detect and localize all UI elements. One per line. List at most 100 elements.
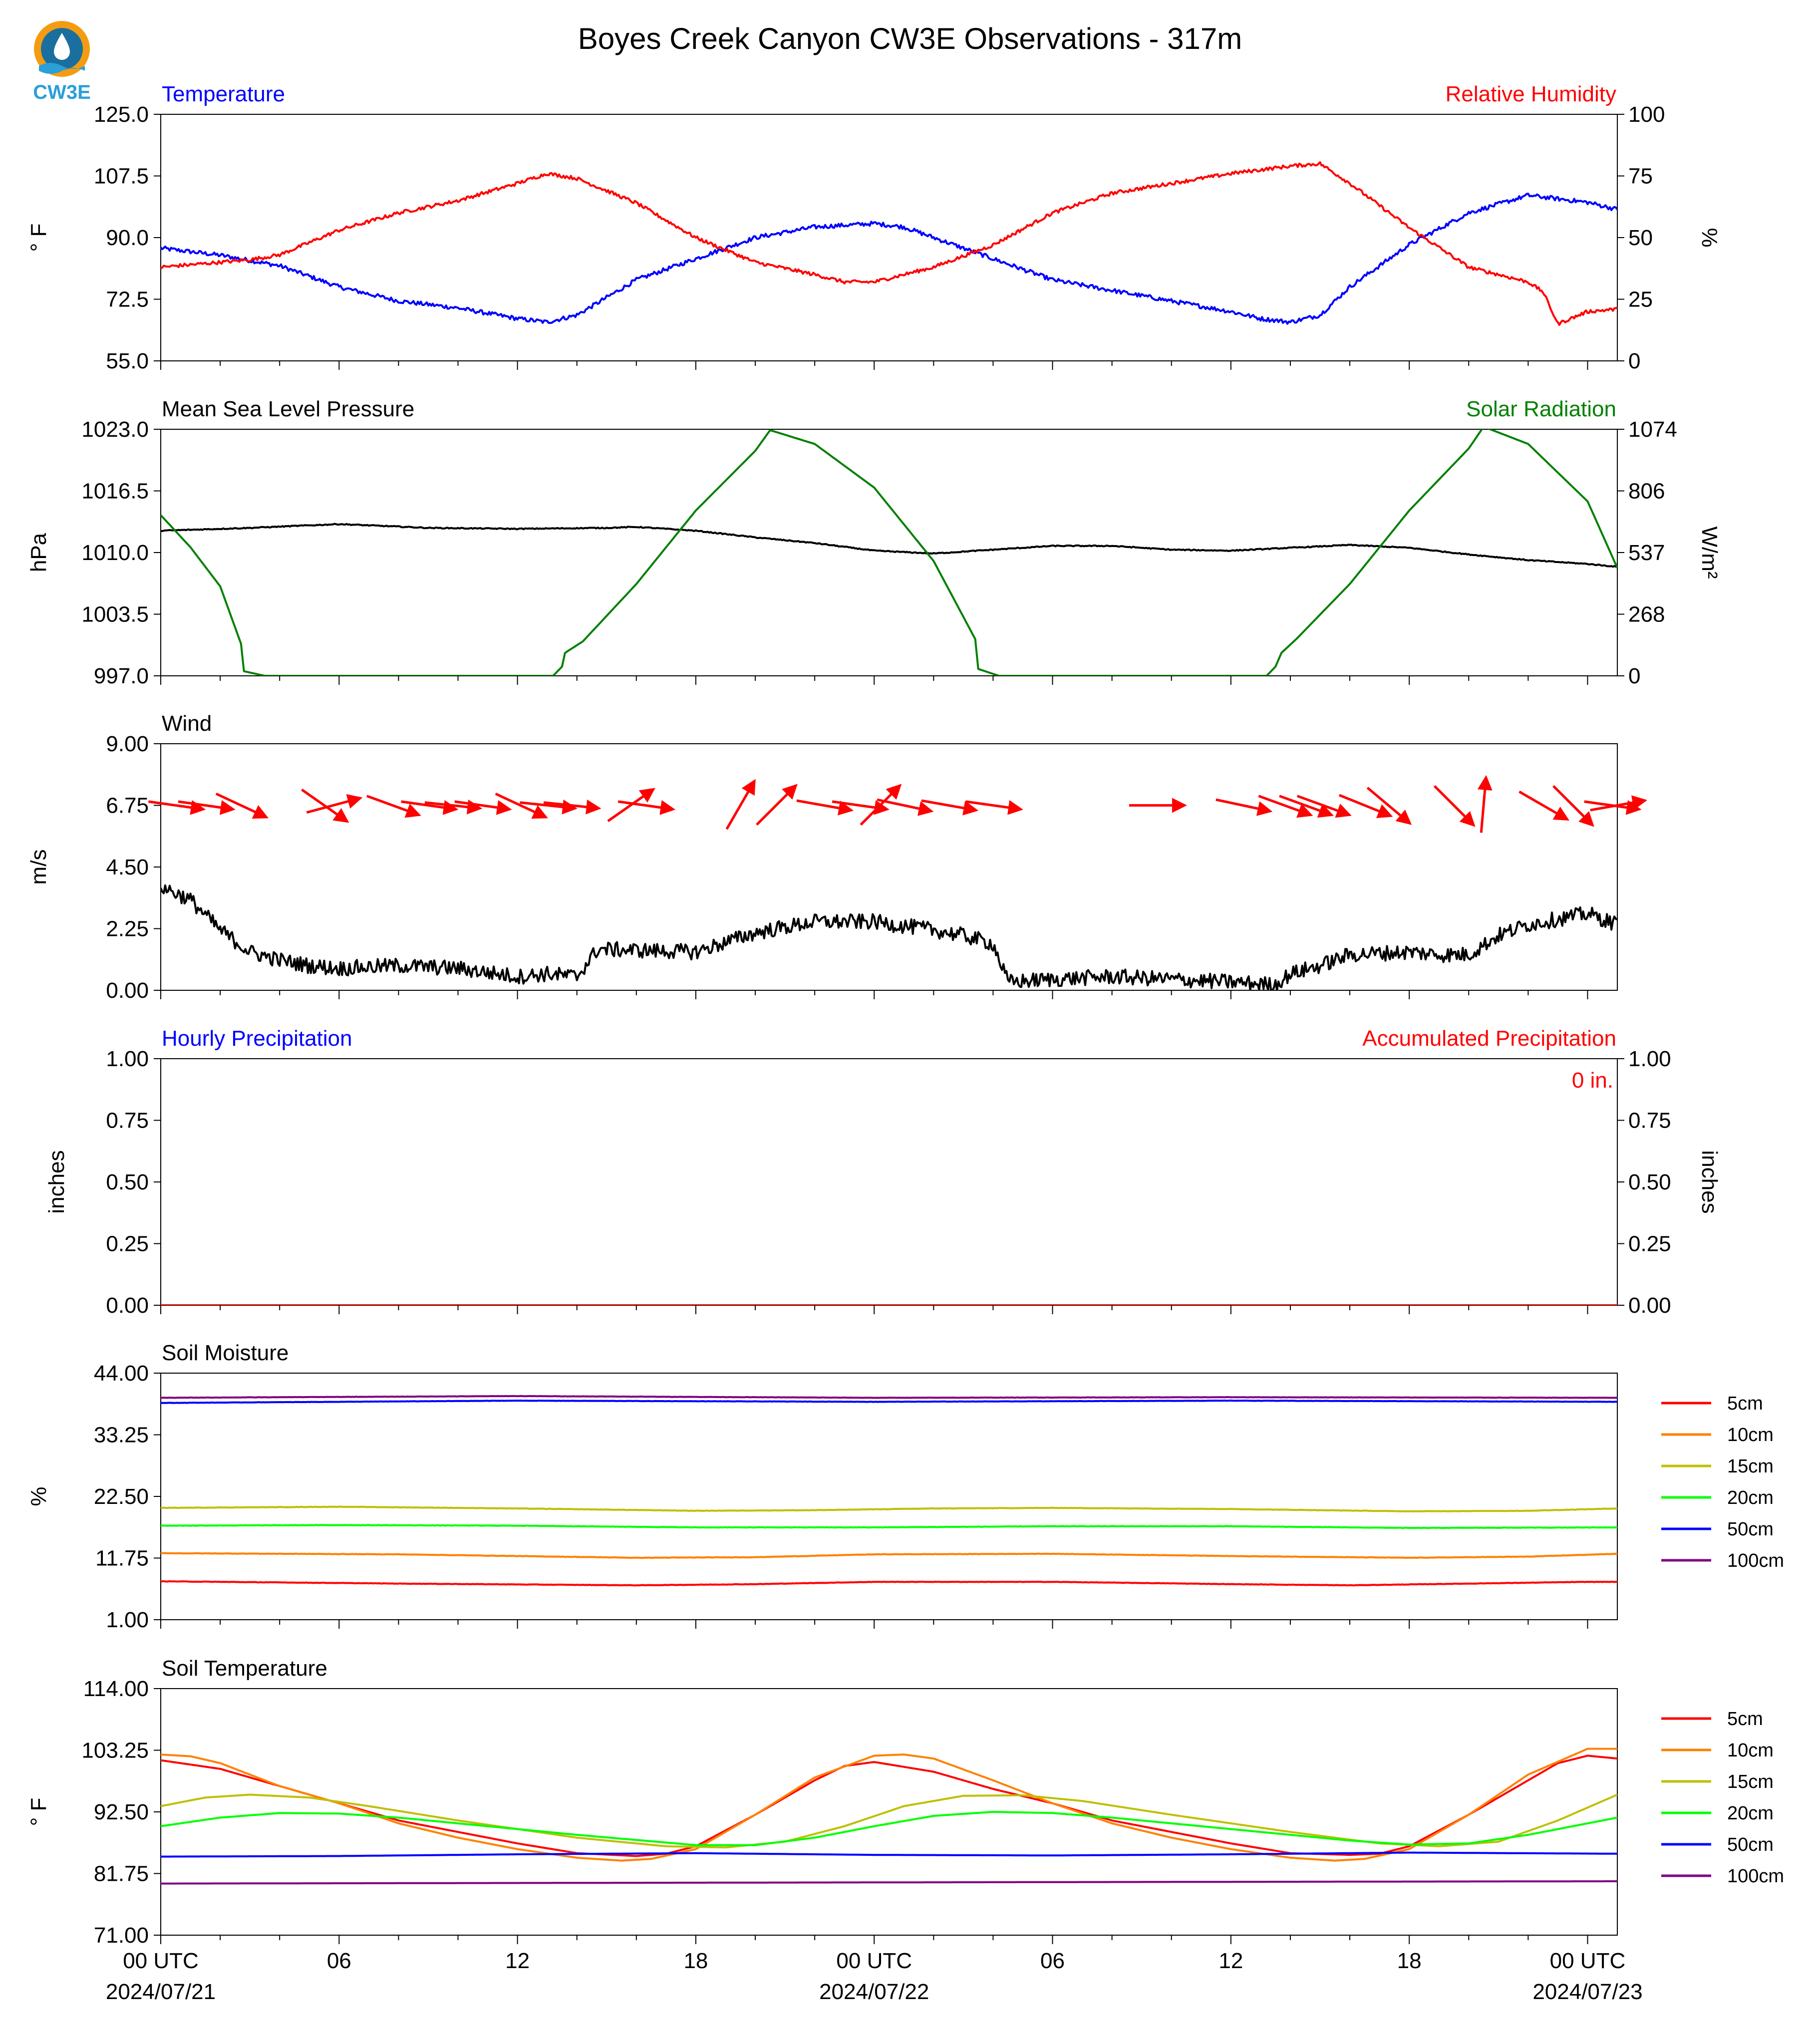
wind-arrow bbox=[796, 799, 854, 816]
legend-label: 50cm bbox=[1727, 1834, 1774, 1855]
y-tick-label: 0.25 bbox=[106, 1232, 149, 1256]
series-line-1 bbox=[161, 429, 1617, 676]
wind-arrow bbox=[1338, 794, 1393, 819]
x-tick-label: 12 bbox=[1218, 1949, 1243, 1973]
y-tick-label-right: 537 bbox=[1628, 541, 1665, 565]
y-tick-label: 1.00 bbox=[106, 1047, 149, 1071]
panel-left-title: Soil Moisture bbox=[162, 1341, 289, 1365]
legend-label: 20cm bbox=[1727, 1487, 1774, 1508]
y-tick-label-right: 0.50 bbox=[1628, 1170, 1671, 1194]
y-tick-label: 6.75 bbox=[106, 794, 149, 818]
wind-arrow bbox=[543, 799, 602, 815]
y-tick-label-right: 100 bbox=[1628, 102, 1665, 127]
wind-arrow bbox=[617, 800, 676, 815]
y-tick-label: 90.0 bbox=[106, 226, 149, 250]
y-tick-label: 1016.5 bbox=[81, 479, 149, 504]
panel-left-title: Soil Temperature bbox=[162, 1656, 327, 1681]
legend: 5cm 10cm 15cm 20cm 50cm 100cm bbox=[1661, 1709, 1784, 1887]
series-line-5cm bbox=[161, 1754, 1617, 1857]
y-tick-label: 71.00 bbox=[94, 1923, 149, 1948]
wind-arrow bbox=[495, 792, 548, 819]
legend-label: 100cm bbox=[1727, 1550, 1784, 1571]
wind-arrow bbox=[1433, 785, 1476, 827]
x-date-label: 2024/07/22 bbox=[819, 1980, 929, 2004]
y-tick-label-right: 1074 bbox=[1628, 417, 1677, 442]
y-tick-label-right: 50 bbox=[1628, 226, 1653, 250]
series-line-10cm bbox=[161, 1747, 1617, 1862]
wind-arrow bbox=[1518, 790, 1569, 821]
legend-label: 15cm bbox=[1727, 1456, 1774, 1477]
x-tick-label: 00 UTC bbox=[123, 1949, 199, 1973]
panel-wind: Wind 0.00 2.25 4.50 6.75 9.00 m/s bbox=[26, 711, 1648, 1003]
wind-arrow bbox=[366, 795, 421, 818]
wind-arrow bbox=[148, 800, 206, 815]
y-tick-label: 1.00 bbox=[106, 1608, 149, 1632]
y-axis-label: % bbox=[26, 1486, 51, 1506]
y-tick-label-right: 0 bbox=[1628, 349, 1640, 373]
legend: 5cm 10cm 15cm 20cm 50cm 100cm bbox=[1661, 1393, 1784, 1571]
series-line-50cm bbox=[161, 1399, 1617, 1404]
series-line-0 bbox=[161, 523, 1617, 568]
y-tick-label: 125.0 bbox=[94, 102, 149, 127]
wind-arrow bbox=[1366, 787, 1412, 825]
panel-pressure_solar: Mean Sea Level Pressure Solar Radiation 99… bbox=[26, 397, 1722, 688]
wind-arrow bbox=[965, 800, 1023, 815]
y-tick-label-right: 0 bbox=[1628, 664, 1640, 688]
precip-total-annotation: 0 in. bbox=[1572, 1068, 1613, 1093]
series-line-5cm bbox=[161, 1580, 1617, 1587]
y-tick-label: 0.75 bbox=[106, 1109, 149, 1133]
panel-left-title: Hourly Precipitation bbox=[162, 1026, 352, 1051]
panel-frame bbox=[160, 1058, 1618, 1306]
y-tick-label: 33.25 bbox=[94, 1423, 149, 1448]
legend-label: 5cm bbox=[1727, 1393, 1763, 1414]
x-tick-label: 06 bbox=[327, 1949, 351, 1973]
y-axis-label: ° F bbox=[26, 1798, 51, 1826]
y-tick-label-right: 75 bbox=[1628, 164, 1653, 189]
y-axis-label-right: W/m² bbox=[1697, 526, 1722, 579]
wind-arrow bbox=[215, 792, 269, 819]
x-date-label: 2024/07/21 bbox=[106, 1980, 216, 2004]
y-tick-label: 1010.0 bbox=[81, 541, 149, 565]
y-tick-label: 0.00 bbox=[106, 978, 149, 1003]
x-tick-label: 18 bbox=[1397, 1949, 1422, 1973]
panel-right-title: Relative Humidity bbox=[1446, 82, 1616, 106]
wind-arrow bbox=[832, 800, 890, 815]
panel-left-title: Wind bbox=[162, 711, 212, 736]
y-tick-label-right: 0.00 bbox=[1628, 1293, 1671, 1318]
wind-arrow bbox=[1258, 795, 1313, 818]
panel-precip: Hourly Precipitation Accumulated Precipit… bbox=[44, 1026, 1722, 1318]
series-line-0 bbox=[161, 884, 1617, 990]
wind-arrow bbox=[301, 788, 349, 823]
wind-arrow bbox=[401, 800, 459, 815]
logo-wave bbox=[39, 63, 85, 74]
wind-arrow bbox=[1296, 795, 1352, 818]
y-axis-label-right: inches bbox=[1697, 1150, 1722, 1213]
panel-soil_temp: Soil Temperature 71.00 81.75 92.50 103.25 114… bbox=[26, 1656, 1784, 1948]
series-line-15cm bbox=[161, 1793, 1617, 1849]
series-line-10cm bbox=[161, 1552, 1617, 1559]
panel-left-title: Mean Sea Level Pressure bbox=[162, 397, 414, 421]
series-line-100cm bbox=[161, 1395, 1617, 1399]
wind-arrow bbox=[1590, 795, 1648, 812]
y-tick-label: 81.75 bbox=[94, 1862, 149, 1886]
wind-arrow bbox=[1477, 775, 1493, 833]
panel-frame bbox=[160, 429, 1618, 676]
panel-temp_rh: Temperature Relative Humidity 55.0 72.5 90.0… bbox=[26, 82, 1722, 373]
y-tick-label: 92.50 bbox=[94, 1800, 149, 1824]
y-axis-label-right: % bbox=[1697, 228, 1722, 247]
wind-arrow bbox=[520, 799, 578, 815]
series-line-1 bbox=[161, 161, 1617, 326]
wind-arrow bbox=[1215, 798, 1273, 816]
logo-drop-icon bbox=[54, 33, 70, 60]
panels: Temperature Relative Humidity 55.0 72.5 90.0… bbox=[26, 82, 1784, 1948]
x-tick-label: 18 bbox=[683, 1949, 708, 1973]
x-axis: 00 UTC 06 12 18 00 UTC 06 12 18 00 UTC 2024/07/21… bbox=[106, 1949, 1643, 2004]
y-tick-label: 0.00 bbox=[106, 1293, 149, 1318]
legend-label: 10cm bbox=[1727, 1740, 1774, 1761]
chart-title: Boyes Creek Canyon CW3E Observations - 3… bbox=[578, 22, 1242, 55]
y-tick-label: 2.25 bbox=[106, 917, 149, 941]
y-tick-label-right: 1.00 bbox=[1628, 1047, 1671, 1071]
series-line-20cm bbox=[161, 1811, 1617, 1846]
panel-frame bbox=[160, 114, 1618, 361]
